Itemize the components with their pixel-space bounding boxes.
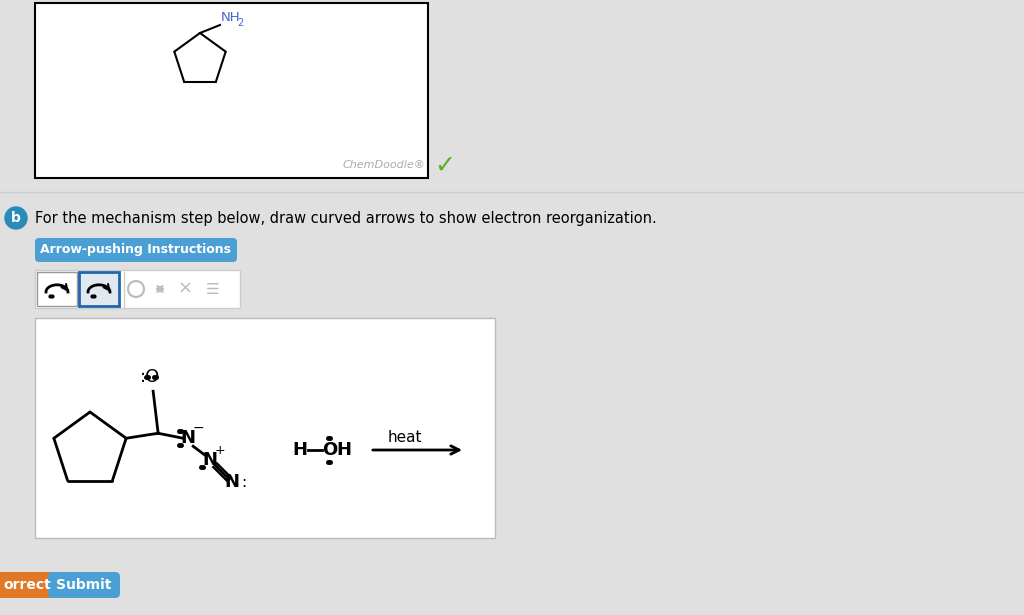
FancyBboxPatch shape: [35, 238, 237, 262]
Text: ✓: ✓: [434, 154, 456, 178]
Text: ×: ×: [177, 280, 193, 298]
Circle shape: [5, 207, 27, 229]
Text: :: :: [242, 475, 247, 490]
Text: heat: heat: [388, 430, 422, 445]
Text: Arrow-pushing Instructions: Arrow-pushing Instructions: [41, 244, 231, 256]
Bar: [35, 318, 495, 538]
Text: N: N: [224, 474, 240, 491]
Bar: [37, 272, 77, 306]
Text: :O: :O: [140, 368, 161, 386]
Text: NH: NH: [221, 11, 241, 24]
Text: 2: 2: [237, 18, 244, 28]
Text: b: b: [11, 211, 20, 225]
Bar: [35, 3, 428, 178]
Text: +: +: [215, 444, 225, 457]
FancyBboxPatch shape: [48, 572, 120, 598]
Text: ☰: ☰: [206, 282, 220, 296]
Text: H: H: [293, 441, 307, 459]
Text: For the mechanism step below, draw curved arrows to show electron reorganization: For the mechanism step below, draw curve…: [35, 210, 656, 226]
FancyBboxPatch shape: [0, 572, 58, 598]
Text: O: O: [323, 441, 338, 459]
Bar: [79, 272, 119, 306]
Text: Submit: Submit: [56, 578, 112, 592]
Bar: [35, 270, 240, 308]
Text: ChemDoodle®: ChemDoodle®: [342, 160, 425, 170]
Text: N: N: [203, 451, 218, 469]
Text: −: −: [193, 421, 204, 435]
Text: orrect: orrect: [3, 578, 51, 592]
Text: N: N: [180, 429, 196, 447]
Text: H: H: [337, 441, 351, 459]
